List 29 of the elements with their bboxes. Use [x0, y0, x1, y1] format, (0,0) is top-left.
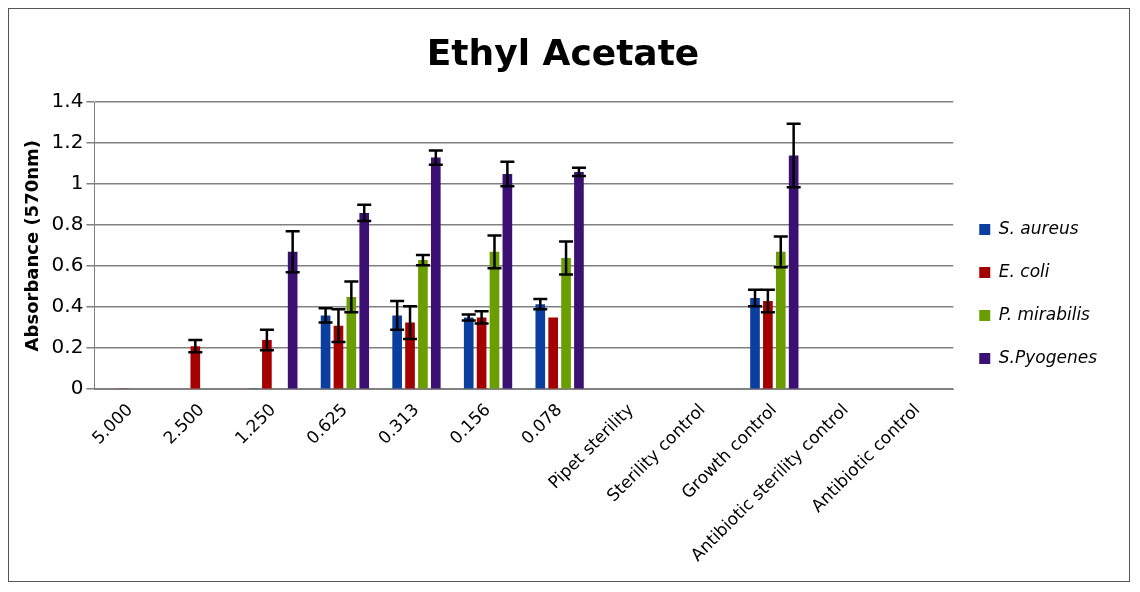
legend-label: P. mirabilis: [998, 303, 1091, 324]
bar: [463, 317, 474, 389]
y-tick-label: 0.6: [51, 252, 84, 277]
bar: [359, 212, 370, 389]
legend-label: E. coli: [998, 260, 1050, 281]
bar: [561, 258, 571, 389]
y-axis-title: Absorbance (570nm): [21, 140, 43, 352]
y-tick-label: 1.4: [51, 88, 84, 113]
y-tick-label: 1: [70, 170, 84, 195]
bar: [574, 171, 584, 389]
y-tick-label: 0: [70, 375, 84, 400]
bar: [392, 315, 402, 389]
y-tick-label: 0.4: [51, 293, 84, 318]
bar: [548, 317, 558, 389]
y-tick-label: 1.2: [51, 129, 84, 154]
y-tick-label: 0.2: [51, 334, 84, 359]
bar: [405, 322, 415, 389]
legend-label: S. aureus: [998, 217, 1079, 238]
bar: [775, 251, 786, 389]
bar: [430, 157, 441, 389]
bar: [763, 301, 773, 389]
bar: [750, 297, 760, 389]
bar: [418, 260, 428, 389]
bar: [502, 173, 513, 389]
y-tick-label: 0.8: [51, 211, 84, 236]
bar: [190, 346, 201, 389]
legend-label: S.Pyogenes: [998, 346, 1098, 367]
chart-title: Ethyl Acetate: [426, 31, 700, 73]
bar: [535, 304, 546, 389]
